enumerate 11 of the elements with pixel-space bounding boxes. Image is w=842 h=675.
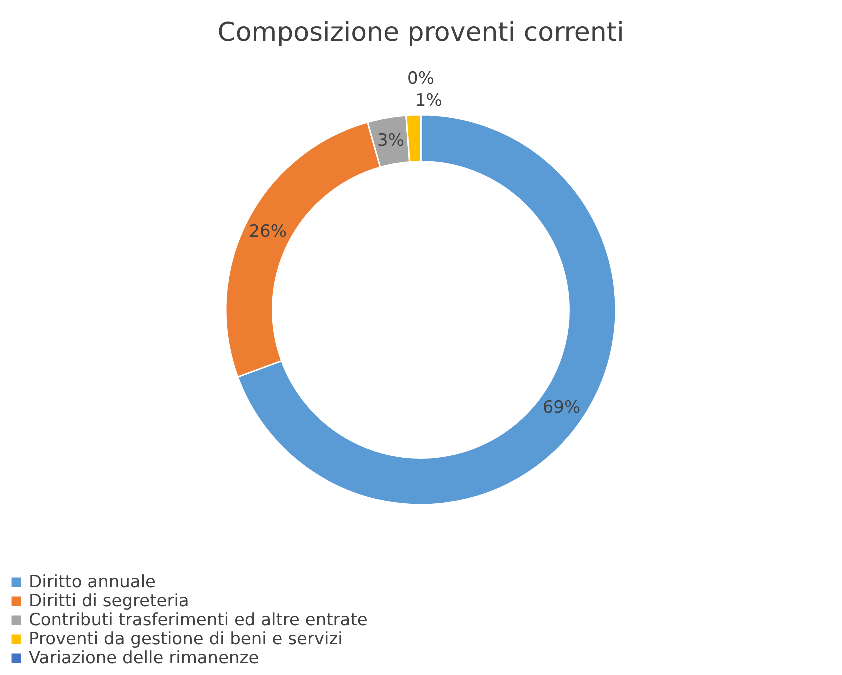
data-label: 26% [249, 222, 287, 242]
text: 0% [408, 69, 434, 89]
data-label: 1% [415, 91, 442, 112]
legend-label: Contributi trasferimenti ed altre entrate [29, 610, 368, 630]
legend-label: Diritti di segreteria [29, 592, 190, 612]
data-label: 69% [542, 398, 581, 418]
legend-label: Diritto annuale [29, 572, 156, 592]
legend-label: Variazione delle rimanenze [29, 648, 260, 668]
chart-title: Composizione proventi correnti [218, 18, 624, 48]
data-label: 3% [377, 131, 404, 152]
legend-label: Proventi da gestione di beni e servizi [29, 630, 343, 650]
